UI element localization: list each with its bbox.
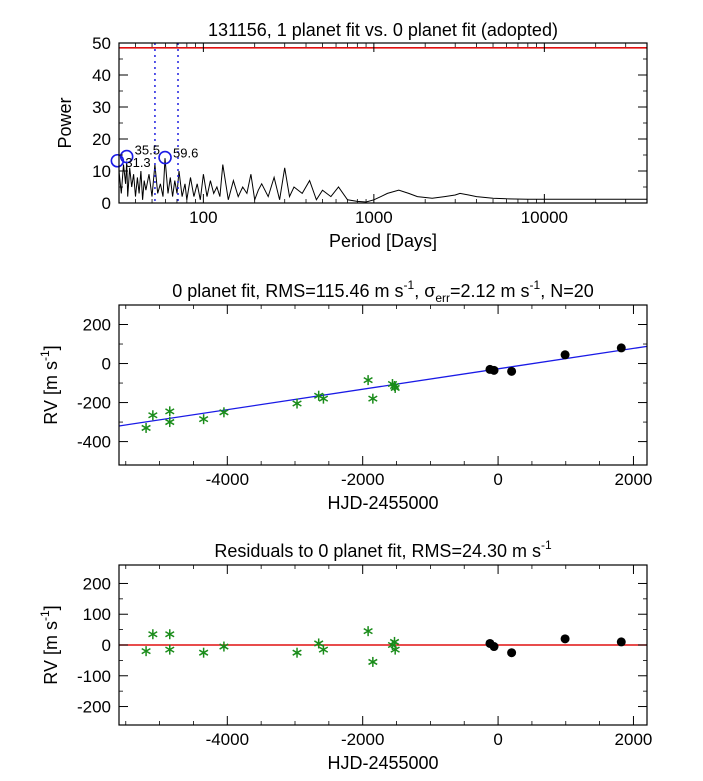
- star-marker: [198, 649, 209, 656]
- rv-fit-panel: -4000 -2000 0 2000-400-2000200HJD-24550000 …: [38, 278, 652, 513]
- data-point: [489, 642, 499, 652]
- y-tick-label: 0: [102, 355, 111, 374]
- y-axis-label: RV [m s-1]: [38, 345, 61, 424]
- star-marker: [292, 649, 302, 656]
- y-tick-label: -200: [77, 394, 111, 413]
- peak-label: 59.6: [173, 146, 198, 161]
- x-tick-label: -4000: [206, 470, 249, 489]
- star-marker: [313, 640, 324, 647]
- star-marker: [363, 376, 373, 384]
- peak-label: 31.3: [125, 155, 150, 170]
- y-tick-label: -100: [77, 667, 111, 686]
- chart-title: Residuals to 0 planet fit, RMS=24.30 m s…: [214, 538, 552, 561]
- y-tick-label: 10: [92, 162, 111, 181]
- star-marker: [219, 643, 229, 650]
- star-marker: [363, 628, 373, 635]
- data-point: [507, 648, 517, 658]
- y-axis-label: Power: [55, 97, 75, 148]
- y-tick-label: 200: [83, 574, 111, 593]
- x-axis-label: HJD-2455000: [327, 493, 438, 513]
- power-series-line: [118, 158, 647, 203]
- x-axis-label: Period [Days]: [329, 231, 437, 251]
- star-marker: [390, 646, 400, 653]
- y-tick-label: -400: [77, 433, 111, 452]
- star-marker: [318, 395, 329, 402]
- star-marker: [198, 415, 209, 423]
- star-marker: [387, 641, 398, 649]
- peak-circle: [158, 150, 172, 165]
- chart-title: 0 planet fit, RMS=115.46 m s-1, σerr=2.1…: [172, 278, 594, 305]
- star-marker: [141, 648, 151, 655]
- x-tick-label: 0: [493, 730, 502, 749]
- x-tick-label: -2000: [341, 730, 384, 749]
- peak-circle: [110, 153, 125, 168]
- star-marker: [148, 412, 158, 419]
- star-marker: [148, 631, 158, 638]
- y-tick-label: -200: [77, 698, 111, 717]
- star-marker: [165, 646, 175, 653]
- star-marker: [390, 384, 400, 392]
- star-marker: [141, 424, 151, 432]
- data-point: [616, 637, 626, 647]
- star-marker: [368, 395, 378, 402]
- x-tick-label: -4000: [206, 730, 249, 749]
- star-marker: [318, 646, 329, 653]
- residuals-panel: -4000 -2000 0 2000 -200 -100 0 100 200 HJD-245500…: [38, 538, 652, 773]
- chart-title: 131156, 1 planet fit vs. 0 planet fit (a…: [208, 20, 558, 40]
- x-tick-label: 0: [493, 470, 502, 489]
- star-marker: [292, 400, 302, 407]
- fit-line: [118, 345, 648, 427]
- y-tick-label: 20: [92, 130, 111, 149]
- data-point: [489, 365, 499, 375]
- y-tick-label: 200: [83, 316, 111, 335]
- star-marker: [313, 392, 324, 399]
- y-tick-label: 100: [83, 605, 111, 624]
- y-tick-label: 50: [92, 34, 111, 53]
- data-point: [560, 350, 570, 360]
- x-tick-label: 100: [189, 208, 217, 227]
- star-marker: [368, 658, 378, 666]
- data-point: [507, 366, 517, 376]
- data-point: [560, 634, 570, 644]
- star-marker: [165, 418, 175, 426]
- star-marker: [165, 631, 175, 638]
- data-point: [616, 343, 626, 353]
- y-tick-label: 0: [102, 636, 111, 655]
- y-tick-label: 30: [92, 98, 111, 117]
- periodogram-panel: 35.531.3 59.6 100 1000 10000 0 10 20 30 40 50 Perio…: [55, 20, 648, 251]
- x-axis-label: HJD-2455000: [327, 753, 438, 773]
- plot-frame: [118, 42, 648, 204]
- y-tick-label: 40: [92, 66, 111, 85]
- x-tick-label: 2000: [615, 470, 653, 489]
- y-axis-label: RV [m s-1]: [38, 605, 61, 684]
- star-marker: [389, 638, 400, 646]
- star-marker: [219, 409, 229, 416]
- plot-frame: [118, 304, 648, 466]
- star-marker: [165, 408, 175, 415]
- x-tick-label: 2000: [615, 730, 653, 749]
- x-tick-label: 1000: [355, 208, 393, 227]
- peak-label: 35.5: [135, 143, 160, 158]
- x-tick-label: -2000: [341, 470, 384, 489]
- x-tick-label: 10000: [521, 208, 568, 227]
- y-tick-label: 0: [102, 194, 111, 213]
